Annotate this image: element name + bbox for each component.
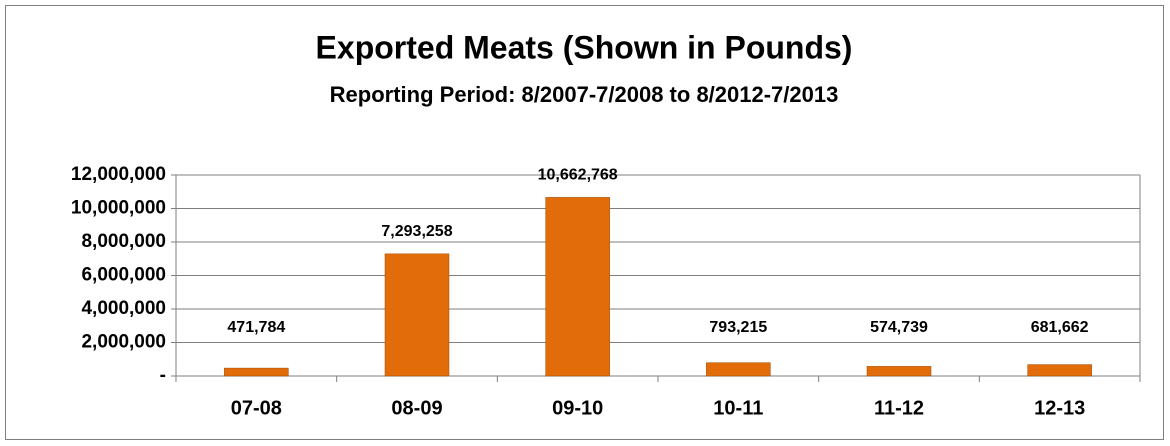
y-tick-label: 10,000,000 <box>71 198 166 219</box>
x-tick-label: 11-12 <box>874 397 924 419</box>
bar <box>1027 364 1092 377</box>
bar <box>384 253 450 377</box>
bar <box>545 197 610 377</box>
bar <box>224 367 289 377</box>
data-label: 471,784 <box>227 319 285 336</box>
data-label: 574,739 <box>870 319 928 336</box>
bar <box>706 362 771 377</box>
y-tick-label: - <box>160 365 166 386</box>
x-tick-label: 12-13 <box>1034 397 1085 419</box>
y-tick-label: 8,000,000 <box>81 231 166 252</box>
chart-subtitle: Reporting Period: 8/2007-7/2008 to 8/201… <box>330 82 839 107</box>
data-label: 681,662 <box>1031 319 1089 336</box>
y-tick-label: 2,000,000 <box>81 332 166 353</box>
y-tick-label: 4,000,000 <box>81 298 166 319</box>
x-tick-label: 07-08 <box>231 397 282 419</box>
data-label: 10,662,768 <box>538 167 618 184</box>
bar <box>866 366 932 377</box>
y-tick-label: 6,000,000 <box>81 265 166 286</box>
chart-title: Exported Meats (Shown in Pounds) <box>316 29 853 65</box>
y-tick-label: 12,000,000 <box>71 164 166 185</box>
data-label: 793,215 <box>709 319 767 336</box>
x-tick-label: 09-10 <box>552 397 603 419</box>
x-tick-label: 08-09 <box>391 397 442 419</box>
x-tick-label: 10-11 <box>713 397 763 419</box>
data-label: 7,293,258 <box>381 223 452 240</box>
